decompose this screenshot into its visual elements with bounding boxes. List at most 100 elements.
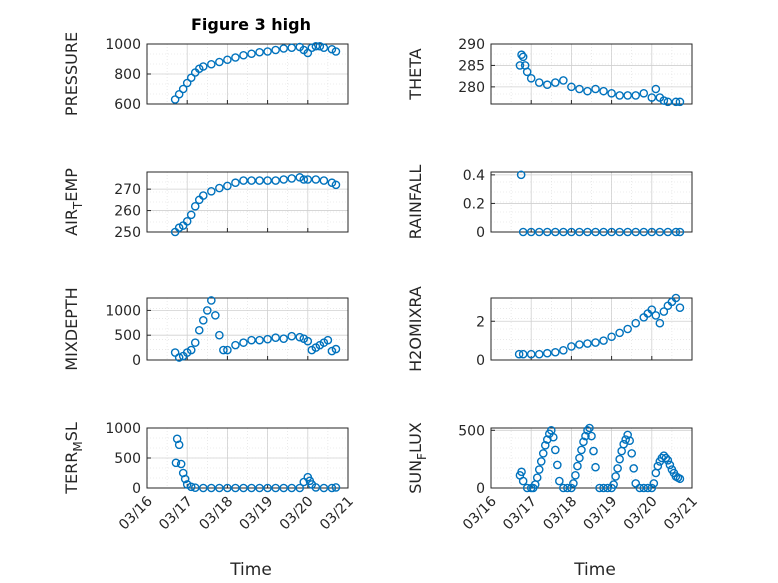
theta-point	[639, 88, 649, 98]
terr-msl-point	[223, 483, 232, 493]
mixdepth-point	[231, 340, 240, 350]
theta-point	[671, 97, 681, 107]
rainfall-point	[607, 227, 616, 237]
sun-flux-point	[663, 456, 673, 465]
h2omixra-point	[651, 311, 661, 320]
pressure-point	[174, 89, 184, 99]
terr-msl-y-tick-label: 0	[132, 481, 141, 497]
mixdepth-point	[323, 335, 333, 345]
panel-rainfall: 0 0.2 0.4 RAINFALL	[406, 165, 693, 241]
terr-msl-point	[190, 483, 200, 493]
sun-flux-point	[643, 483, 653, 493]
theta-y-tick-label: 280	[458, 80, 485, 96]
terr-msl-point	[174, 440, 184, 450]
mixdepth-point	[287, 331, 297, 341]
theta-point	[651, 84, 661, 94]
mixdepth-point	[327, 346, 337, 356]
rainfall-series	[516, 170, 685, 237]
theta-point	[599, 86, 608, 96]
terr-msl-point	[247, 483, 256, 493]
sun-flux-point	[587, 431, 596, 441]
rainfall-point	[567, 227, 576, 237]
mixdepth-point	[247, 335, 256, 345]
theta-series	[515, 50, 685, 107]
theta-y-tick-label: 290	[458, 37, 485, 53]
sun-flux-point	[615, 454, 624, 464]
mixdepth-point	[239, 338, 248, 347]
sun-flux-point	[567, 483, 576, 493]
sun-flux-point	[613, 464, 622, 473]
rainfall-point	[516, 170, 526, 180]
h2omixra-y-axis-label: H2OMIXRA	[406, 286, 425, 372]
rainfall-point	[559, 227, 568, 237]
mixdepth-point	[331, 344, 341, 354]
panel-air-temp: 250 260 270 AIRTEMP	[62, 168, 349, 241]
pressure-point	[223, 55, 232, 65]
sun-flux-point	[579, 437, 588, 447]
sun-flux-point	[617, 446, 626, 456]
h2omixra-axes-box	[490, 297, 693, 361]
sun-flux-y-tick-label: 0	[476, 481, 485, 497]
mixdepth-y-tick-label: 0	[132, 353, 141, 369]
mixdepth-point	[194, 325, 204, 335]
pressure-point	[255, 47, 264, 57]
h2omixra-point	[607, 332, 616, 342]
h2omixra-point	[583, 339, 592, 348]
terr-msl-y-tick-label: 1000	[105, 421, 141, 437]
mixdepth-point	[190, 338, 200, 347]
x-axis-label-right: Time	[573, 560, 616, 580]
air-temp-point	[299, 175, 309, 184]
h2omixra-point	[647, 305, 657, 314]
sun-flux-point	[517, 467, 526, 477]
rainfall-point	[575, 227, 584, 237]
h2omixra-point	[659, 307, 669, 316]
rainfall-point	[655, 227, 665, 237]
terr-msl-point	[186, 482, 196, 492]
air-temp-point	[239, 176, 248, 185]
sun-flux-point	[555, 476, 564, 486]
terr-msl-point	[311, 483, 321, 492]
theta-point	[522, 67, 532, 77]
h2omixra-point	[655, 318, 665, 328]
x-tick-label-date: 03/16	[116, 493, 156, 533]
sun-flux-point	[573, 461, 582, 471]
rainfall-point	[551, 227, 560, 237]
terr-msl-point	[255, 483, 264, 493]
mixdepth-point	[198, 316, 208, 325]
air-temp-point	[255, 176, 264, 185]
mixdepth-axes-box	[146, 297, 349, 361]
sun-flux-point	[575, 453, 584, 463]
theta-point	[518, 52, 528, 62]
x-tick-label-date: 03/19	[581, 494, 621, 534]
mixdepth-point	[202, 306, 212, 315]
air-temp-point	[215, 183, 224, 193]
pressure-y-tick-label: 800	[114, 67, 141, 83]
pressure-point	[311, 41, 321, 51]
x-tick-label-date: 03/21	[317, 494, 357, 534]
air-temp-point	[287, 174, 297, 183]
rainfall-y-tick-label: 0	[476, 225, 485, 241]
theta-y-tick-label: 285	[458, 58, 485, 74]
rainfall-point	[623, 227, 632, 237]
mixdepth-point	[255, 335, 264, 345]
sun-flux-point	[629, 464, 639, 473]
theta-point	[663, 97, 673, 107]
pressure-y-axis-label: PRESSURE	[62, 32, 81, 116]
terr-msl-series	[171, 434, 341, 493]
sun-flux-point	[518, 476, 528, 486]
terr-msl-point	[287, 483, 297, 493]
theta-point	[559, 76, 568, 85]
mixdepth-point	[295, 332, 305, 342]
sun-flux-point	[591, 462, 600, 472]
pressure-series	[170, 41, 341, 104]
h2omixra-point	[526, 349, 536, 359]
h2omixra-point	[534, 349, 544, 359]
h2omixra-point	[623, 324, 632, 334]
sun-flux-point	[625, 436, 634, 445]
air-temp-point	[247, 176, 256, 185]
sun-flux-point	[609, 480, 618, 489]
sun-flux-y-axis-label: SUNFLUX	[406, 422, 429, 494]
pressure-point	[231, 53, 240, 62]
theta-point	[659, 96, 669, 105]
h2omixra-point	[615, 328, 624, 338]
